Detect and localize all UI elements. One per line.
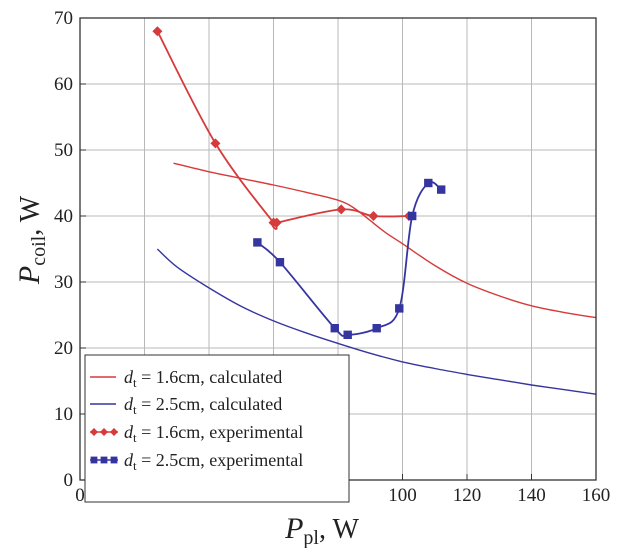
legend-var-sub: t — [133, 458, 137, 473]
legend-swatch-marker — [90, 428, 98, 436]
legend-entry-4: dt = 2.5cm, experimental — [90, 450, 303, 473]
y-axis-label-sub: coil — [28, 235, 50, 265]
y-axis-label-main: P — [13, 266, 46, 285]
legend-rest: = 2.5cm, experimental — [137, 450, 304, 470]
legend-swatch-marker — [110, 428, 118, 436]
series-3 — [152, 26, 414, 230]
legend-label: dt = 1.6cm, calculated — [124, 367, 282, 390]
legend-swatch-marker — [90, 456, 98, 464]
legend-label: dt = 2.5cm, calculated — [124, 394, 282, 417]
legend-var: d — [124, 450, 134, 470]
y-tick-label: 70 — [54, 8, 73, 29]
legend-rest: = 1.6cm, experimental — [137, 422, 304, 442]
y-tick-label: 30 — [54, 272, 73, 293]
data-point — [275, 258, 285, 267]
data-point — [395, 304, 404, 313]
data-point — [253, 238, 262, 247]
legend-rest: = 2.5cm, calculated — [137, 394, 283, 414]
x-tick-label: 120 — [453, 485, 482, 506]
legend-swatch-marker — [110, 456, 118, 464]
data-point — [368, 211, 379, 221]
legend-swatch-marker — [100, 456, 108, 464]
series-line — [156, 30, 409, 230]
series-1 — [173, 162, 597, 319]
y-tick-label: 60 — [54, 74, 73, 95]
x-axis-label-main: P — [284, 512, 303, 545]
x-tick-label: 140 — [517, 485, 546, 506]
legend-label: dt = 2.5cm, experimental — [124, 450, 303, 473]
x-axis-label-sub: pl — [303, 527, 319, 548]
legend-var-sub: t — [133, 430, 137, 445]
data-point — [271, 217, 282, 228]
series-line — [173, 162, 597, 319]
legend-var-sub: t — [133, 402, 137, 417]
y-tick-label: 40 — [54, 206, 73, 227]
grid — [80, 18, 596, 480]
data-point — [343, 330, 352, 339]
data-point — [330, 324, 339, 333]
legend-var: d — [124, 367, 134, 387]
series-2 — [156, 248, 597, 395]
data-point — [437, 185, 446, 194]
series-line — [156, 248, 597, 395]
y-tick-label: 10 — [54, 404, 73, 425]
data-point — [152, 26, 163, 37]
legend-entry-3: dt = 1.6cm, experimental — [90, 422, 303, 445]
x-tick-label: 100 — [388, 485, 417, 506]
legend-var-sub: t — [133, 375, 137, 390]
y-axis-label-unit: , W — [15, 195, 46, 235]
y-axis-label: Pcoil, W — [13, 195, 50, 285]
data-point — [210, 138, 221, 149]
x-axis-label: Ppl, W — [284, 512, 359, 548]
series-layer — [152, 26, 597, 395]
legend-entry-2: dt = 2.5cm, calculated — [90, 394, 282, 417]
y-tick-label: 0 — [64, 470, 74, 491]
y-tick-label: 50 — [54, 140, 73, 161]
legend-var: d — [124, 394, 134, 414]
x-axis-label-unit: , W — [319, 514, 359, 545]
legend-entry-1: dt = 1.6cm, calculated — [90, 367, 282, 390]
x-tick-label: 0 — [75, 485, 85, 506]
legend-box — [84, 354, 350, 503]
legend-swatch-marker — [100, 428, 108, 436]
legend-label: dt = 1.6cm, experimental — [124, 422, 303, 445]
legend-rest: = 1.6cm, calculated — [137, 367, 283, 387]
data-point — [424, 178, 433, 188]
series-4 — [253, 178, 446, 339]
data-point — [336, 204, 347, 215]
data-point — [372, 324, 381, 333]
data-point — [407, 211, 417, 221]
legend-var: d — [124, 422, 134, 442]
y-tick-label: 20 — [54, 338, 73, 359]
x-tick-label: 160 — [582, 485, 611, 506]
